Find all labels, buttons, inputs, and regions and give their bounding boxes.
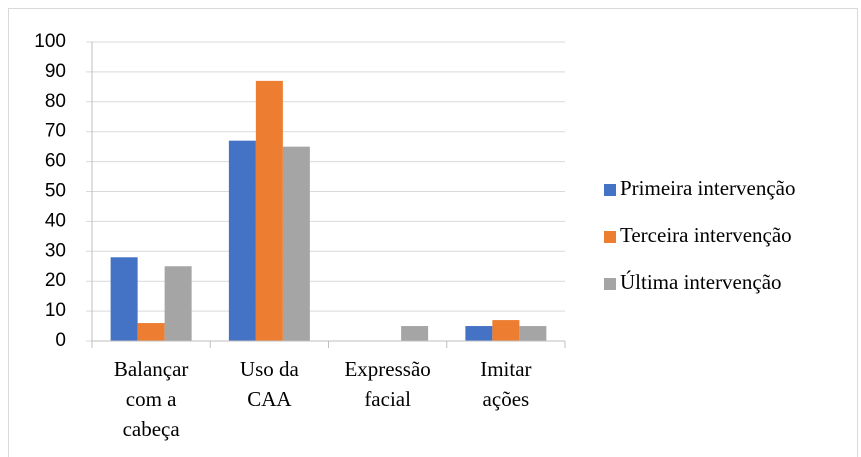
y-tick-label: 50 <box>45 181 66 202</box>
x-tick-label: Balançar <box>114 357 189 381</box>
y-tick-label: 0 <box>55 330 66 351</box>
legend-swatch <box>604 231 616 243</box>
legend-swatch <box>604 278 616 290</box>
x-tick-label: cabeça <box>123 417 181 441</box>
y-tick-label: 30 <box>45 240 66 261</box>
legend-label: Terceira intervenção <box>620 223 792 247</box>
bar <box>164 266 192 341</box>
legend-label: Primeira intervenção <box>620 176 796 200</box>
y-tick-label: 70 <box>45 121 66 142</box>
x-tick-label: ações <box>483 387 530 411</box>
x-tick-label: Expressão <box>344 357 430 381</box>
bar <box>255 80 283 342</box>
bar <box>137 323 165 341</box>
x-tick-label: Imitar <box>480 357 531 381</box>
y-tick-label: 60 <box>45 151 66 172</box>
legend-swatch <box>604 184 616 196</box>
legend-label: Última intervenção <box>620 270 782 294</box>
x-tick-label: Uso da <box>240 357 300 381</box>
x-tick-label: CAA <box>247 387 292 411</box>
y-tick-label: 20 <box>45 270 66 291</box>
bar <box>228 140 256 341</box>
y-tick-label: 40 <box>45 210 66 231</box>
y-tick-label: 90 <box>45 61 66 82</box>
x-tick-label: facial <box>364 387 411 411</box>
y-tick-label: 80 <box>45 91 66 112</box>
x-tick-label: com a <box>126 387 177 411</box>
chart-border <box>8 8 858 457</box>
bar <box>519 326 547 341</box>
bar <box>465 326 493 341</box>
bar <box>110 257 138 341</box>
y-tick-label: 10 <box>45 300 66 321</box>
bar <box>401 326 429 341</box>
bar <box>282 146 310 341</box>
bar <box>492 320 520 341</box>
y-tick-label: 100 <box>34 31 66 52</box>
